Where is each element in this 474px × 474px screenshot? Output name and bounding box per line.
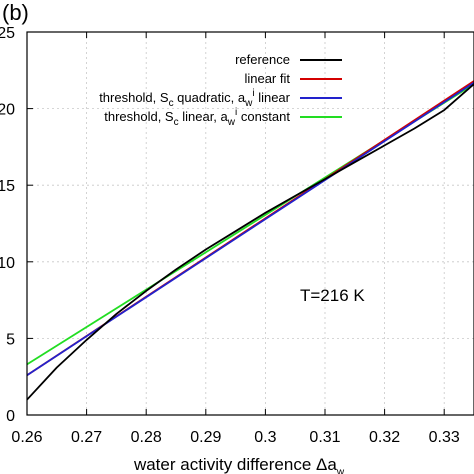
legend-label-part: constant	[237, 109, 290, 124]
x-axis-title-main: water activity difference Δa	[133, 455, 337, 474]
x-tick-label: 0.32	[369, 429, 400, 446]
legend-label-3: threshold, Sc quadratic, awi linear	[99, 88, 290, 109]
series-line-3	[26, 81, 474, 376]
y-tick-label: 15	[0, 178, 15, 195]
x-axis-title-subscript: w	[336, 467, 345, 474]
legend-label-part: quadratic, a	[174, 90, 246, 105]
legend-label-1: reference	[235, 52, 290, 67]
legend-label-part: i	[235, 107, 237, 118]
axis-ticks: 0.26 0.27 0.28 0.29 0.3 0.31 0.32 0.33 0 5 10 15 20 2…	[0, 25, 460, 446]
legend-label-part: linear fit	[244, 71, 290, 86]
x-tick-label: 0.26	[11, 429, 42, 446]
y-tick-label: 10	[0, 255, 15, 272]
legend-label-part: linear	[255, 90, 291, 105]
x-axis-title: water activity difference Δaw	[133, 455, 345, 474]
y-tick-label: 5	[6, 331, 15, 348]
plot-frame	[26, 31, 474, 416]
legend-label-part: linear, a	[179, 109, 229, 124]
series-line-1	[26, 83, 474, 401]
legend-label-part: threshold, S	[99, 90, 169, 105]
x-tick-label: 0.33	[429, 429, 460, 446]
grid	[27, 32, 474, 415]
x-tick-label: 0.3	[254, 429, 276, 446]
x-tick-label: 0.31	[309, 429, 340, 446]
y-tick-label: 20	[0, 102, 15, 119]
legend-label-2: linear fit	[244, 71, 290, 86]
y-tick-label: 0	[6, 408, 15, 425]
y-tick-label: 25	[0, 25, 15, 42]
panel-label: (b)	[2, 0, 29, 25]
temperature-annotation: T=216 K	[300, 286, 365, 305]
plot-area-border	[26, 31, 474, 416]
legend-label-part: w	[244, 98, 253, 109]
legend-label-part: c	[174, 117, 179, 128]
legend-label-4: threshold, Sc linear, awi constant	[104, 107, 290, 128]
legend-label-part: w	[227, 117, 236, 128]
legend-label-part: reference	[235, 52, 290, 67]
legend-label-part: threshold, S	[104, 109, 174, 124]
legend-label-part: i	[252, 88, 254, 99]
legend-label-part: c	[169, 98, 174, 109]
x-tick-label: 0.29	[190, 429, 221, 446]
x-tick-label: 0.28	[131, 429, 162, 446]
series-layer	[26, 80, 474, 401]
x-tick-label: 0.27	[71, 429, 102, 446]
